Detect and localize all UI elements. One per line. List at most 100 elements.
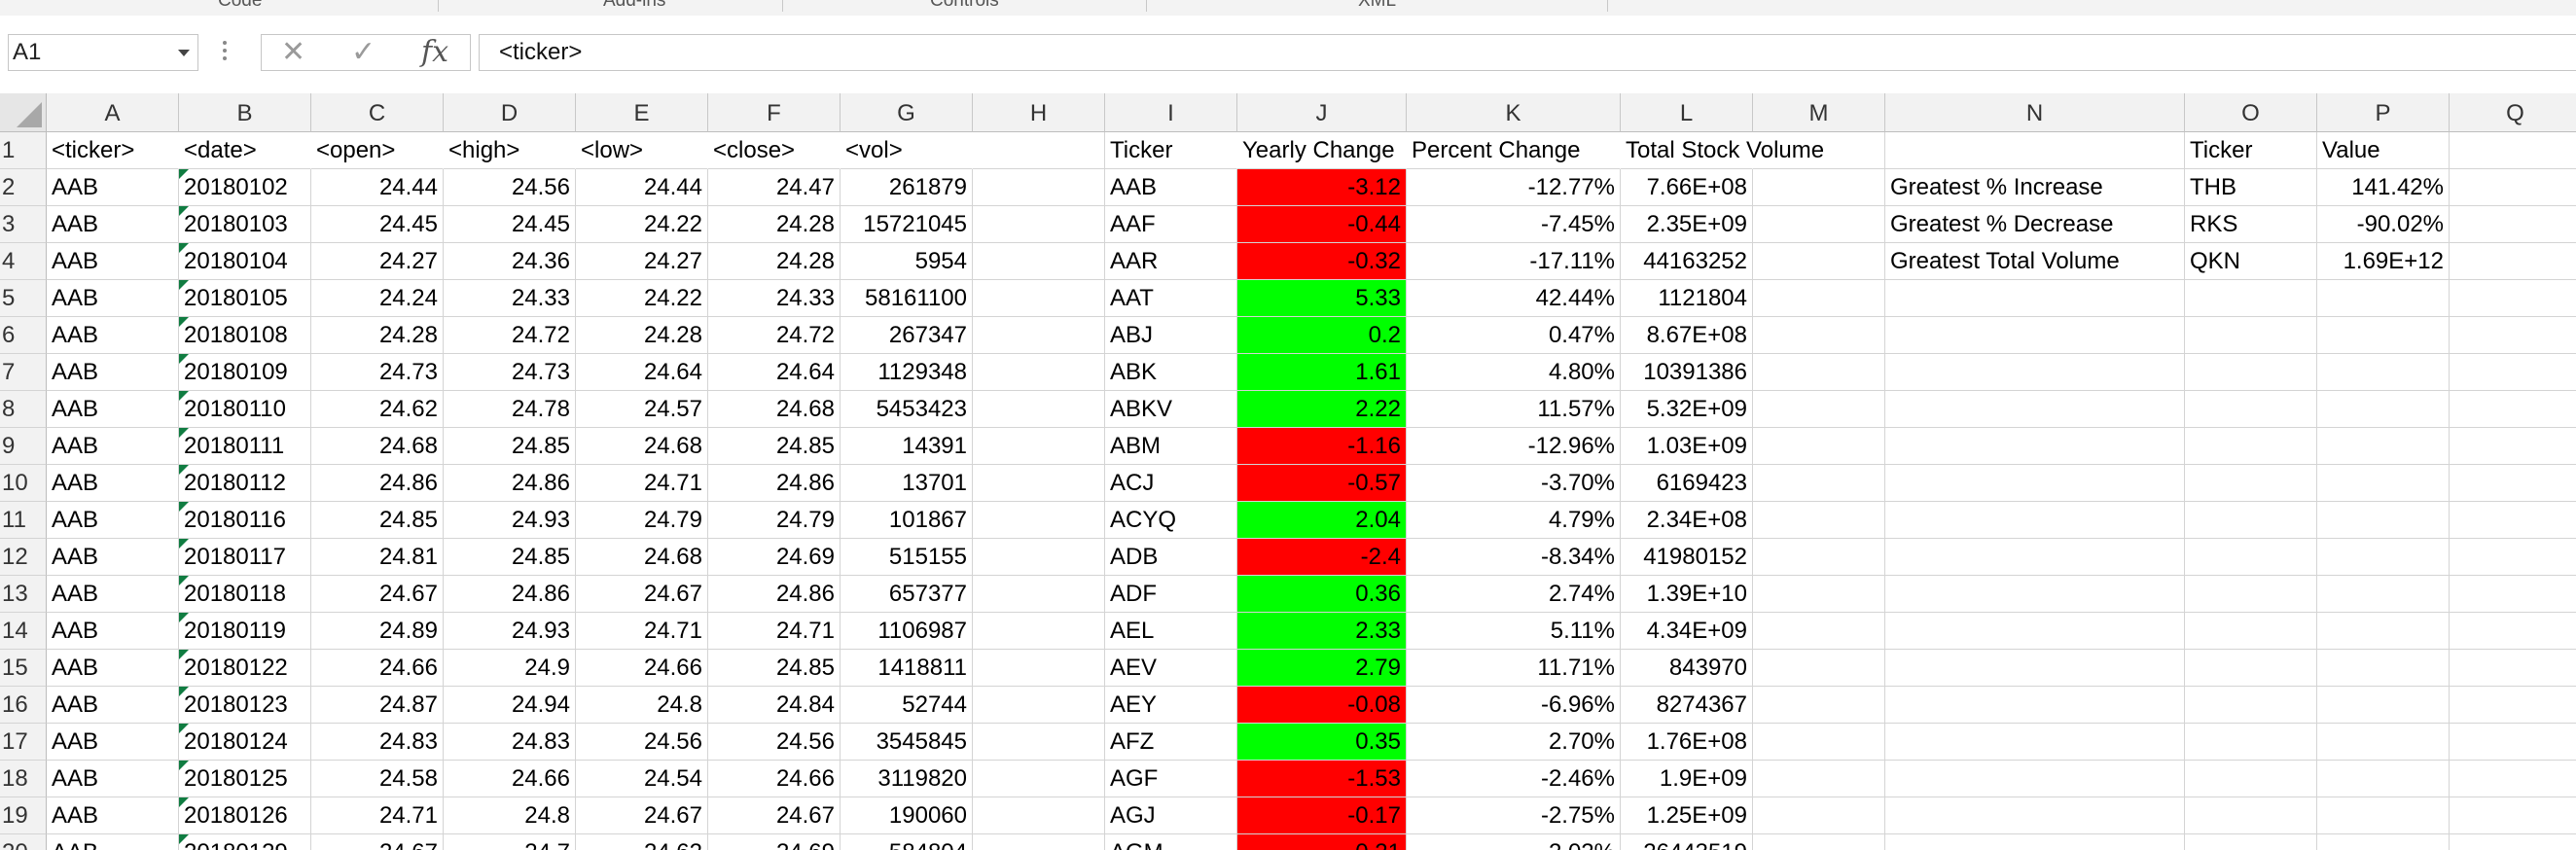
partial-row-cell[interactable]: -0.21 xyxy=(1237,834,1407,850)
greatest-label-cell[interactable]: Greatest % Increase xyxy=(1885,169,2185,206)
empty-cell[interactable] xyxy=(2450,576,2576,613)
low-cell[interactable]: 24.22 xyxy=(576,206,708,243)
partial-row-cell[interactable]: AGM xyxy=(1105,834,1237,850)
empty-cell[interactable] xyxy=(1753,280,1885,317)
low-cell[interactable]: 24.66 xyxy=(576,650,708,687)
total-volume-cell[interactable]: 1.9E+09 xyxy=(1621,761,1753,797)
empty-cell[interactable] xyxy=(973,317,1105,354)
empty-cell[interactable] xyxy=(973,834,1105,850)
column-header-g[interactable]: G xyxy=(841,93,973,132)
empty-cell[interactable] xyxy=(2450,280,2576,317)
column-header-h[interactable]: H xyxy=(973,93,1105,132)
open-cell[interactable]: 24.81 xyxy=(311,539,444,576)
ticker-cell[interactable]: AAB xyxy=(47,502,179,539)
high-cell[interactable]: 24.72 xyxy=(444,317,576,354)
ticker-cell[interactable]: AAB xyxy=(47,428,179,465)
empty-cell[interactable] xyxy=(1885,650,2185,687)
empty-cell[interactable] xyxy=(2317,428,2450,465)
empty-cell[interactable] xyxy=(973,576,1105,613)
total-volume-cell[interactable]: 44163252 xyxy=(1621,243,1753,280)
date-cell[interactable]: 20180104 xyxy=(179,243,311,280)
low-cell[interactable]: 24.56 xyxy=(576,724,708,761)
summary-ticker-cell[interactable]: ABJ xyxy=(1105,317,1237,354)
percent-change-cell[interactable]: 11.71% xyxy=(1407,650,1621,687)
high-cell[interactable]: 24.85 xyxy=(444,428,576,465)
summary-ticker-cell[interactable]: ABM xyxy=(1105,428,1237,465)
percent-change-cell[interactable]: -6.96% xyxy=(1407,687,1621,724)
ticker-cell[interactable]: AAB xyxy=(47,539,179,576)
low-cell[interactable]: 24.27 xyxy=(576,243,708,280)
summary-ticker-cell[interactable]: ABKV xyxy=(1105,391,1237,428)
empty-cell[interactable] xyxy=(1885,317,2185,354)
open-cell[interactable]: 24.73 xyxy=(311,354,444,391)
yearly-change-cell[interactable]: -0.32 xyxy=(1237,243,1407,280)
low-cell[interactable]: 24.79 xyxy=(576,502,708,539)
ticker-cell[interactable]: AAB xyxy=(47,761,179,797)
high-cell[interactable]: 24.85 xyxy=(444,539,576,576)
high-cell[interactable]: 24.83 xyxy=(444,724,576,761)
volume-cell[interactable]: 267347 xyxy=(841,317,973,354)
empty-cell[interactable] xyxy=(1753,317,1885,354)
date-cell[interactable]: 20180111 xyxy=(179,428,311,465)
empty-cell[interactable] xyxy=(1753,206,1885,243)
yearly-change-cell[interactable]: 1.61 xyxy=(1237,354,1407,391)
high-cell[interactable]: 24.9 xyxy=(444,650,576,687)
close-cell[interactable]: 24.86 xyxy=(708,576,841,613)
row-header[interactable]: 4 xyxy=(0,243,47,280)
empty-cell[interactable] xyxy=(1753,502,1885,539)
percent-change-cell[interactable]: -2.46% xyxy=(1407,761,1621,797)
ticker-cell[interactable]: AAB xyxy=(47,650,179,687)
percent-change-cell[interactable]: 2.70% xyxy=(1407,724,1621,761)
volume-cell[interactable]: 515155 xyxy=(841,539,973,576)
row-header[interactable]: 16 xyxy=(0,687,47,724)
empty-cell[interactable] xyxy=(2317,465,2450,502)
empty-cell[interactable] xyxy=(1885,280,2185,317)
empty-cell[interactable] xyxy=(2185,539,2317,576)
volume-cell[interactable]: 52744 xyxy=(841,687,973,724)
row-header[interactable]: 18 xyxy=(0,761,47,797)
open-cell[interactable]: 24.71 xyxy=(311,797,444,834)
ticker-cell[interactable]: AAB xyxy=(47,797,179,834)
greatest-ticker-cell[interactable]: QKN xyxy=(2185,243,2317,280)
header-cell[interactable]: <close> xyxy=(708,132,841,169)
empty-cell[interactable] xyxy=(1753,169,1885,206)
low-cell[interactable]: 24.28 xyxy=(576,317,708,354)
empty-cell[interactable] xyxy=(1885,687,2185,724)
greatest-label-cell[interactable]: Greatest % Decrease xyxy=(1885,206,2185,243)
row-header[interactable]: 5 xyxy=(0,280,47,317)
date-cell[interactable]: 20180124 xyxy=(179,724,311,761)
yearly-change-cell[interactable]: -3.12 xyxy=(1237,169,1407,206)
header-cell[interactable]: Total Stock Volume xyxy=(1621,132,1824,169)
close-cell[interactable]: 24.85 xyxy=(708,428,841,465)
empty-cell[interactable] xyxy=(2450,206,2576,243)
total-volume-cell[interactable]: 1.25E+09 xyxy=(1621,797,1753,834)
empty-cell[interactable] xyxy=(2317,613,2450,650)
ticker-cell[interactable]: AAB xyxy=(47,391,179,428)
summary-ticker-cell[interactable]: AEL xyxy=(1105,613,1237,650)
date-cell[interactable]: 20180125 xyxy=(179,761,311,797)
empty-cell[interactable] xyxy=(1753,132,1885,169)
total-volume-cell[interactable]: 6169423 xyxy=(1621,465,1753,502)
yearly-change-cell[interactable]: -1.53 xyxy=(1237,761,1407,797)
high-cell[interactable]: 24.56 xyxy=(444,169,576,206)
ticker-cell[interactable]: AAB xyxy=(47,169,179,206)
empty-cell[interactable] xyxy=(1753,465,1885,502)
date-cell[interactable]: 20180118 xyxy=(179,576,311,613)
summary-ticker-cell[interactable]: ABK xyxy=(1105,354,1237,391)
empty-cell[interactable] xyxy=(973,687,1105,724)
empty-cell[interactable] xyxy=(2185,724,2317,761)
high-cell[interactable]: 24.94 xyxy=(444,687,576,724)
close-cell[interactable]: 24.72 xyxy=(708,317,841,354)
volume-cell[interactable]: 190060 xyxy=(841,797,973,834)
row-header[interactable]: 1 xyxy=(0,132,47,169)
total-volume-cell[interactable]: 2.34E+08 xyxy=(1621,502,1753,539)
empty-cell[interactable] xyxy=(1885,724,2185,761)
row-header[interactable]: 11 xyxy=(0,502,47,539)
volume-cell[interactable]: 1129348 xyxy=(841,354,973,391)
header-cell[interactable]: Value xyxy=(2317,132,2450,169)
empty-cell[interactable] xyxy=(1885,354,2185,391)
empty-cell[interactable] xyxy=(2450,724,2576,761)
column-header-p[interactable]: P xyxy=(2317,93,2450,132)
column-header-i[interactable]: I xyxy=(1105,93,1237,132)
low-cell[interactable]: 24.71 xyxy=(576,613,708,650)
